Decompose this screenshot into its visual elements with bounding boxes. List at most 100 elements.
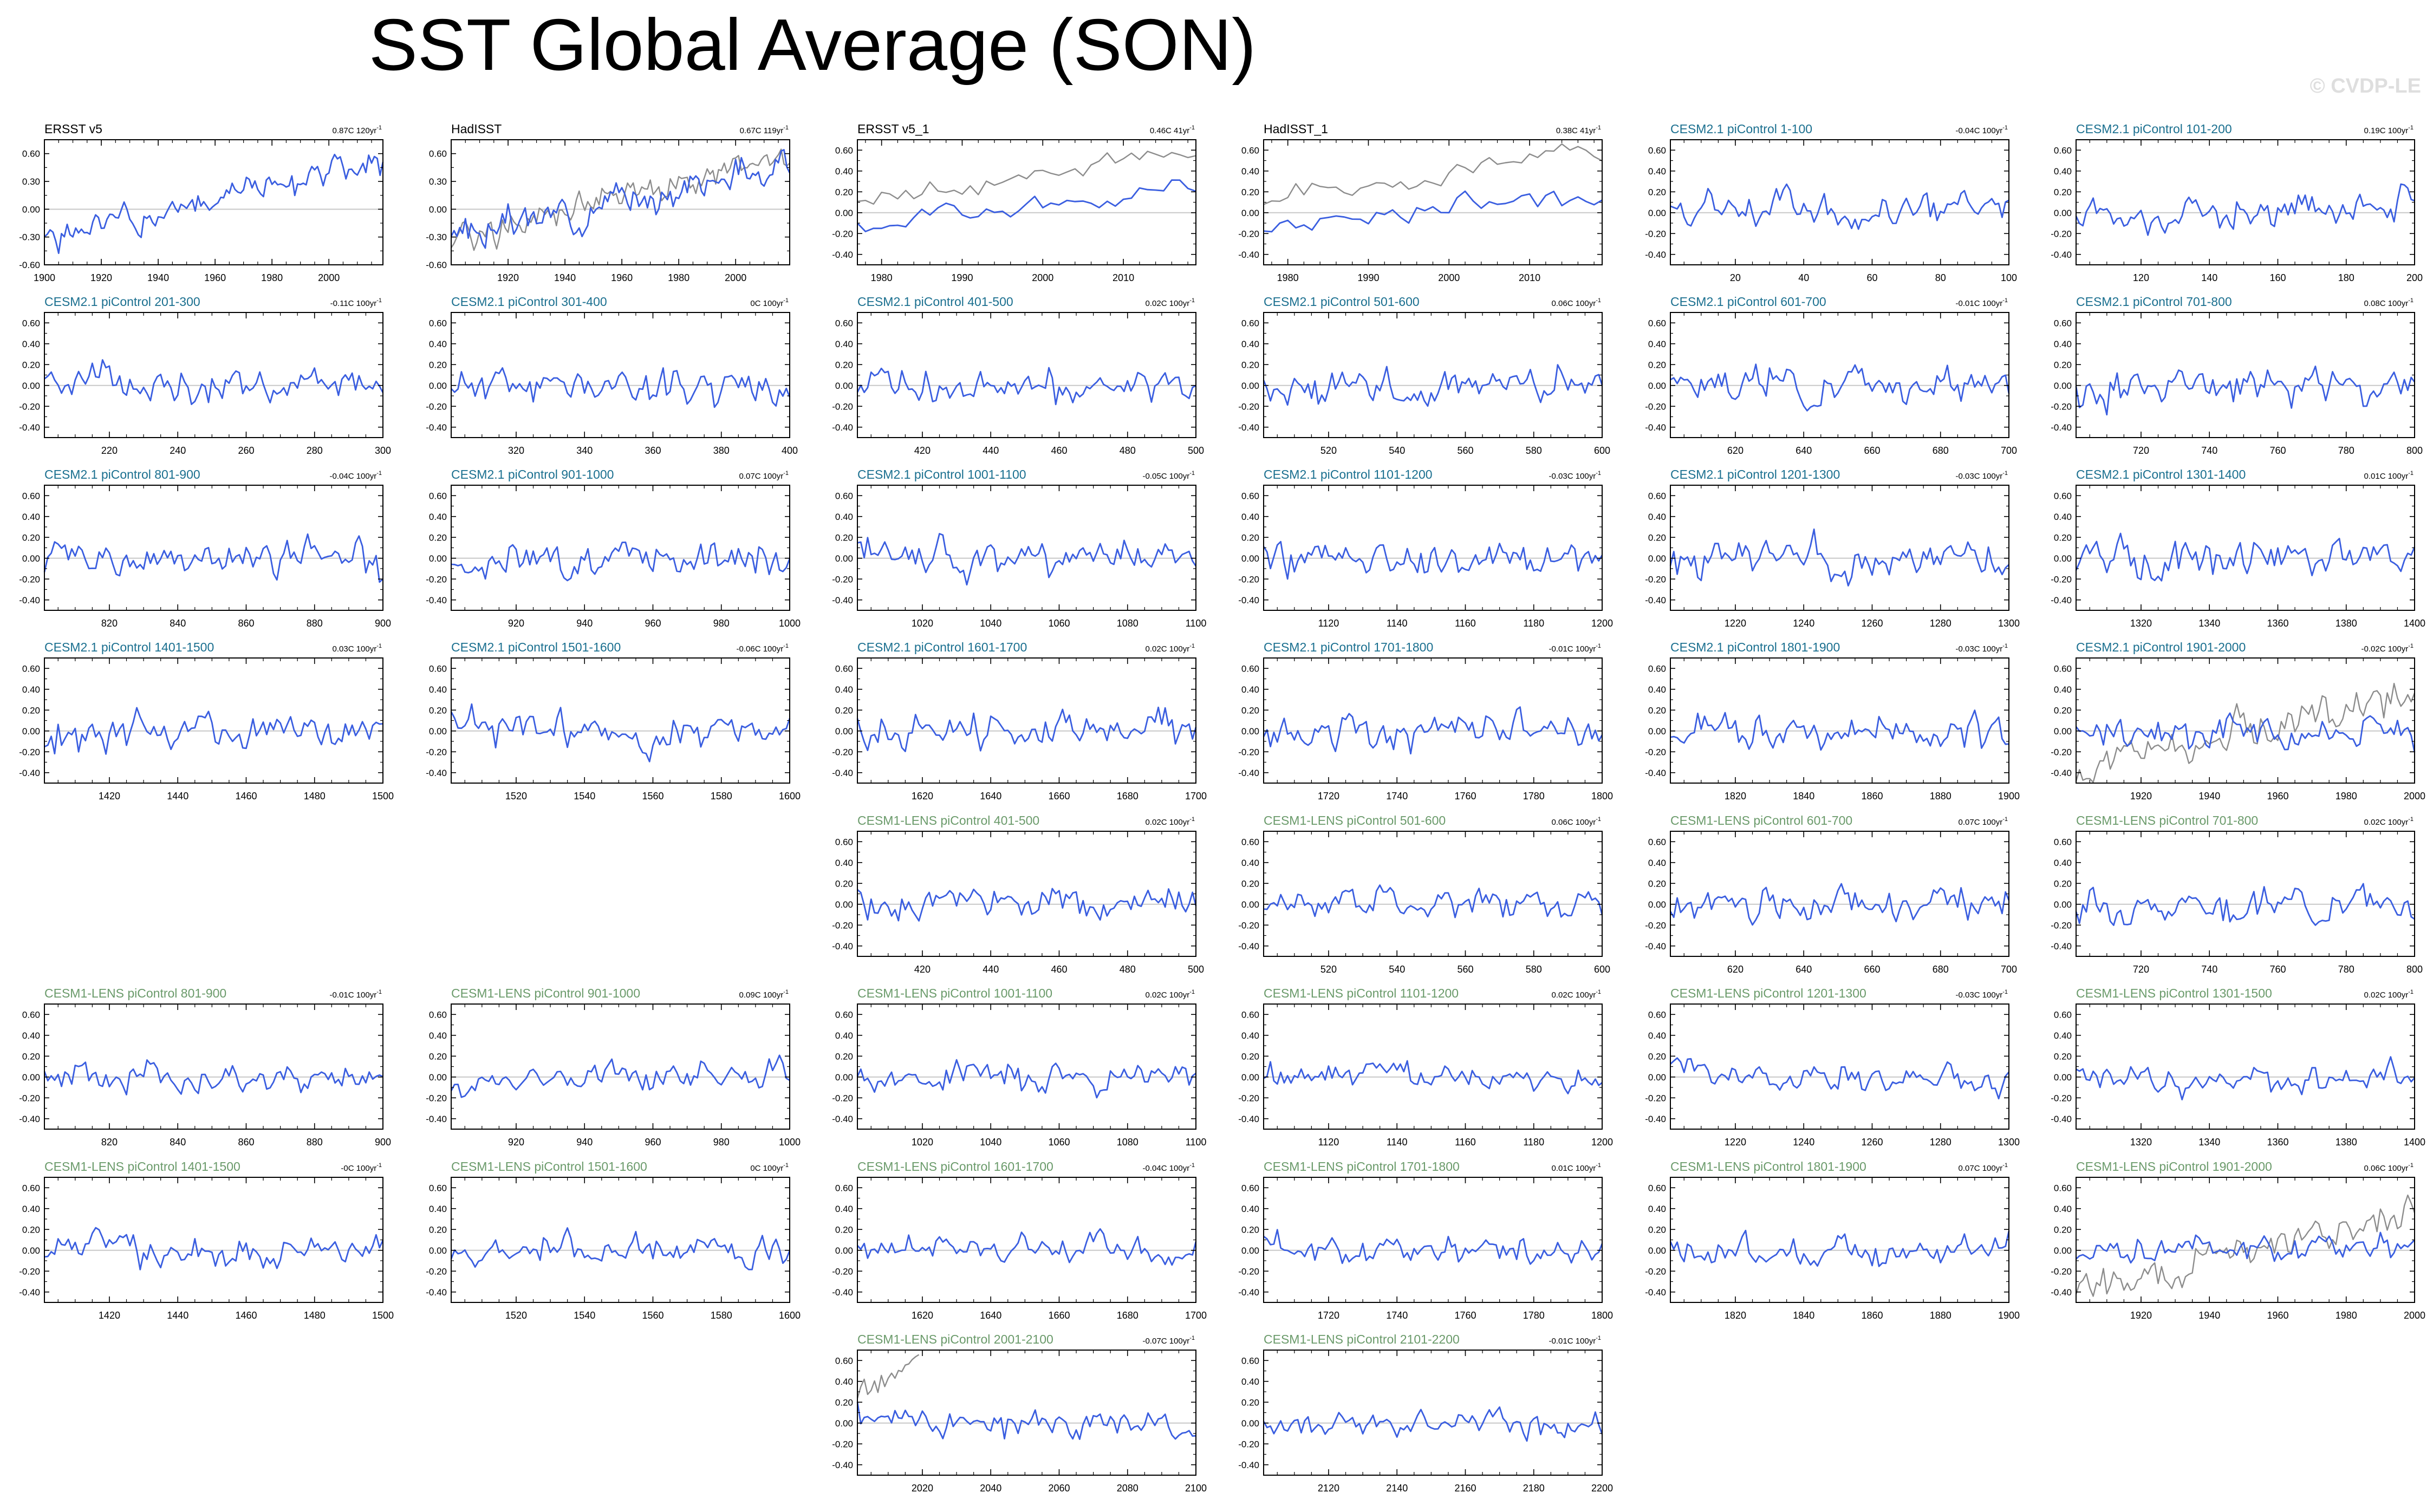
- x-tick-label: 920: [508, 618, 524, 629]
- y-tick-label: 0.00: [835, 1246, 853, 1256]
- y-tick-label: 0.00: [22, 1072, 40, 1083]
- panel-trend: 0.02C 100yr-1: [2364, 816, 2414, 827]
- x-tick-label: 720: [2133, 964, 2149, 975]
- model-series-line: [2076, 1056, 2416, 1100]
- x-tick-label: 1820: [1725, 791, 1746, 801]
- x-tick-label: 1160: [1455, 1137, 1476, 1148]
- panel-title: CESM2.1 piControl 401-500: [857, 295, 1013, 309]
- y-tick-label: 0.60: [2054, 145, 2072, 155]
- panel-frame: [857, 485, 1196, 611]
- model-series-line: [1670, 183, 2009, 230]
- x-tick-label: 2100: [1185, 1483, 1207, 1494]
- y-tick-label: 0.60: [835, 318, 853, 328]
- y-tick-label: 0.60: [429, 491, 447, 501]
- y-tick-label: -0.20: [19, 1266, 40, 1276]
- y-tick-label: 0.00: [22, 1246, 40, 1256]
- y-tick-label: -0.20: [426, 747, 447, 757]
- y-tick-label: -0.60: [19, 260, 40, 270]
- x-tick-label: 1340: [2198, 1137, 2220, 1148]
- y-tick-label: 0.40: [1648, 166, 1666, 177]
- x-tick-label: 1800: [1591, 791, 1613, 801]
- x-tick-label: 1400: [2404, 1137, 2425, 1148]
- y-tick-label: 0.40: [429, 1031, 447, 1041]
- x-tick-label: 1460: [235, 791, 257, 801]
- y-tick-label: 0.00: [1648, 1246, 1666, 1256]
- panel-title: CESM1-LENS piControl 801-900: [44, 986, 226, 1000]
- x-tick-label: 360: [645, 445, 661, 456]
- x-tick-label: 1220: [1725, 618, 1746, 629]
- y-tick-label: 0.60: [835, 491, 853, 501]
- model-series-line: [1670, 363, 2010, 412]
- panel-21: CESM2.1 piControl 1701-1800 -0.01C 100yr-…: [1238, 640, 1613, 801]
- y-tick-label: 0.00: [1241, 1418, 1259, 1429]
- panel-frame: [44, 657, 383, 784]
- y-tick-label: 0.60: [429, 663, 447, 674]
- x-tick-label: 1860: [1861, 1310, 1883, 1321]
- y-tick-label: 0.60: [835, 1009, 853, 1020]
- y-tick-label: -0.40: [426, 422, 447, 433]
- x-tick-label: 700: [2001, 964, 2017, 975]
- x-tick-label: 480: [1120, 445, 1136, 456]
- panel-trend: 0.02C 100yr-1: [1146, 643, 1195, 654]
- x-tick-label: 800: [2406, 445, 2423, 456]
- panel-trend: -0.07C 100yr-1: [1143, 1335, 1195, 1346]
- model-series-line: [856, 1059, 1196, 1099]
- panel-trend: 0.87C 120yr-1: [333, 125, 382, 135]
- x-tick-label: 1940: [147, 272, 169, 283]
- y-tick-label: -0.40: [832, 941, 853, 951]
- y-tick-label: -0.40: [1645, 941, 1666, 951]
- y-tick-label: -0.20: [1645, 1093, 1666, 1103]
- x-tick-label: 1980: [1277, 272, 1299, 283]
- y-tick-label: -0.40: [1645, 1287, 1666, 1298]
- panel-frame: [1670, 312, 2009, 438]
- x-tick-label: 180: [2338, 272, 2354, 283]
- panel-title: HadISST_1: [1264, 122, 1328, 136]
- x-tick-label: 1640: [980, 1310, 1001, 1321]
- x-tick-label: 820: [101, 1137, 118, 1148]
- model-series-line: [856, 706, 1197, 752]
- y-tick-label: 0.40: [429, 512, 447, 522]
- x-tick-label: 1360: [2267, 1137, 2288, 1148]
- x-tick-label: 1960: [204, 272, 226, 283]
- y-tick-label: 0.00: [1241, 381, 1259, 391]
- x-tick-label: 1380: [2336, 1137, 2357, 1148]
- panel-trend: -0.03C 100yr-1: [1549, 470, 1602, 481]
- y-tick-label: 0.60: [1241, 1009, 1259, 1020]
- x-tick-label: 720: [2133, 445, 2149, 456]
- x-tick-label: 840: [170, 1137, 186, 1148]
- panel-18: CESM2.1 piControl 1401-1500 0.03C 100yr-1…: [19, 640, 394, 801]
- x-tick-label: 1060: [1048, 1137, 1070, 1148]
- y-tick-label: 0.20: [429, 705, 447, 715]
- panel-frame: [1670, 485, 2009, 611]
- panel-title: CESM1-LENS piControl 1901-2000: [2076, 1159, 2272, 1174]
- panel-39: CESM1-LENS piControl 1901-2000 0.06C 100y…: [2051, 1159, 2425, 1321]
- panel-title: CESM1-LENS piControl 1701-1800: [1264, 1159, 1460, 1174]
- x-tick-label: 380: [713, 445, 730, 456]
- x-tick-label: 2020: [912, 1483, 933, 1494]
- panel-12: CESM2.1 piControl 801-900 -0.04C 100yr-1 -…: [19, 467, 391, 629]
- obs-series-line: [2075, 682, 2416, 783]
- y-tick-label: 0.20: [22, 705, 40, 715]
- panel-trend: 0.02C 100yr-1: [1146, 297, 1195, 308]
- x-tick-label: 400: [782, 445, 798, 456]
- x-tick-label: 880: [307, 618, 323, 629]
- panel-37: CESM1-LENS piControl 1701-1800 0.01C 100y…: [1238, 1159, 1613, 1321]
- x-tick-label: 1600: [779, 1310, 801, 1321]
- model-series-line: [1263, 1060, 1603, 1094]
- x-tick-label: 1420: [99, 791, 120, 801]
- x-tick-label: 1200: [1591, 1137, 1613, 1148]
- x-tick-label: 440: [983, 445, 999, 456]
- x-tick-label: 1060: [1048, 618, 1070, 629]
- y-tick-label: 0.60: [2054, 491, 2072, 501]
- y-tick-label: 0.40: [1648, 858, 1666, 868]
- y-tick-label: 0.40: [1648, 339, 1666, 349]
- model-series-line: [856, 179, 1196, 232]
- x-tick-label: 1780: [1523, 791, 1545, 801]
- y-tick-label: 0.20: [1648, 187, 1666, 197]
- panel-title: CESM1-LENS piControl 601-700: [1670, 813, 1852, 827]
- x-tick-label: 1140: [1387, 1137, 1408, 1148]
- panel-trend: -0.02C 100yr-1: [2362, 643, 2414, 654]
- model-series-line: [44, 359, 384, 405]
- y-tick-label: 0.00: [1648, 553, 1666, 564]
- panel-frame: [857, 312, 1196, 438]
